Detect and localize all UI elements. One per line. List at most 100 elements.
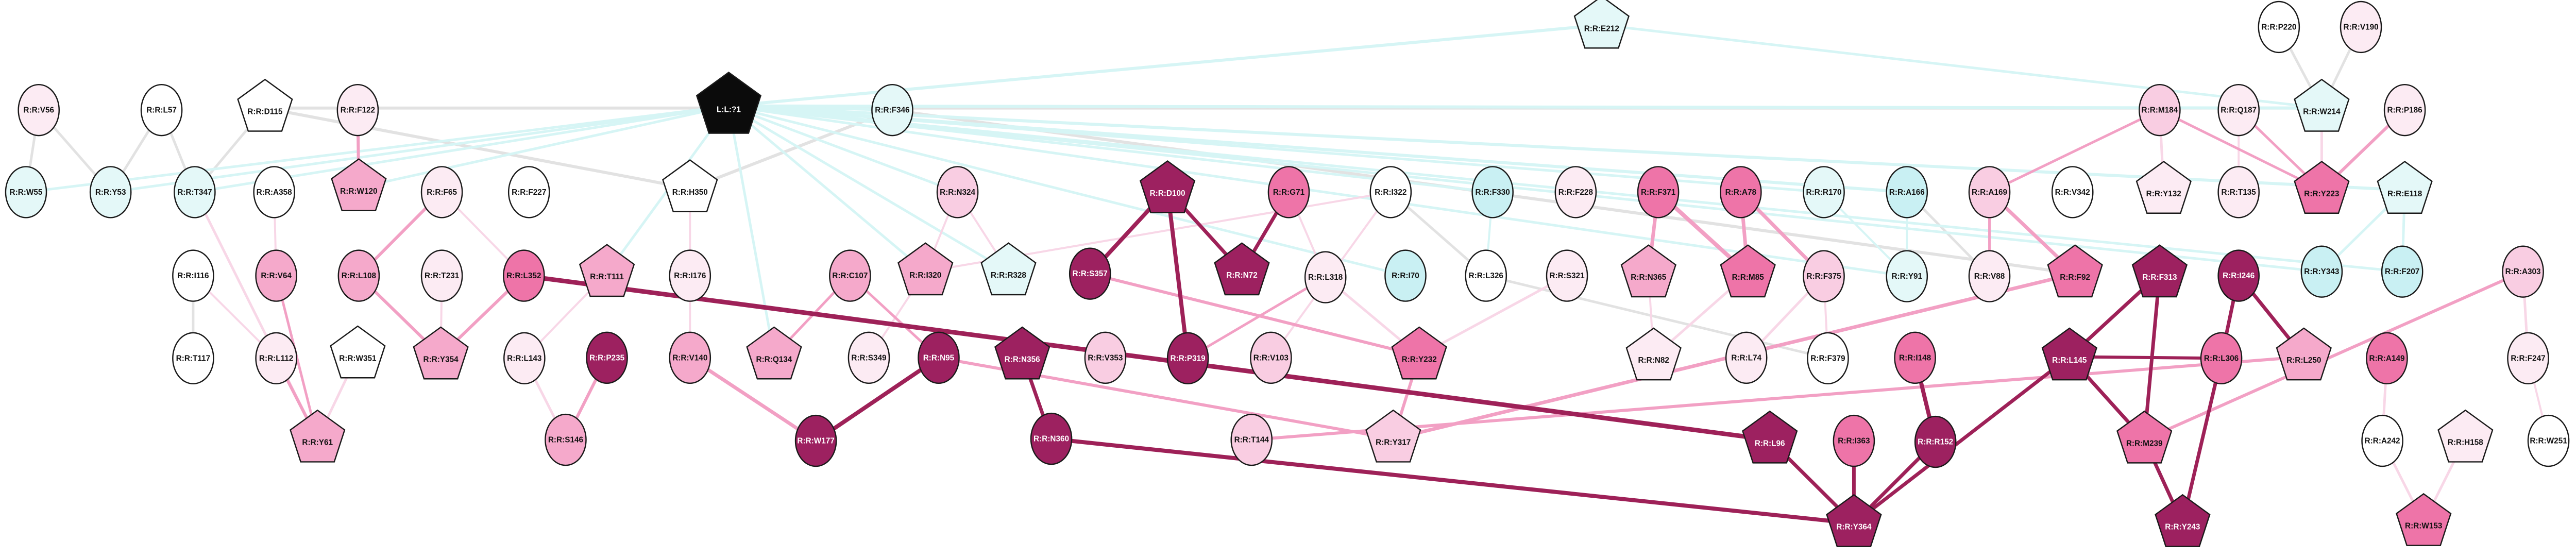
node-R:R:W153[interactable]: R:R:W153 bbox=[2396, 493, 2452, 546]
node-R:R:F313[interactable]: R:R:F313 bbox=[2131, 244, 2188, 298]
node-R:R:H350[interactable]: R:R:H350 bbox=[662, 159, 718, 213]
node-R:R:N356[interactable]: R:R:N356 bbox=[994, 326, 1050, 380]
node-R:R:I116[interactable]: R:R:I116 bbox=[172, 249, 214, 302]
node-R:R:Y91[interactable]: R:R:Y91 bbox=[1886, 250, 1928, 302]
node-R:R:I322[interactable]: R:R:I322 bbox=[1369, 166, 1412, 218]
node-R:R:N365[interactable]: R:R:N365 bbox=[1620, 244, 1676, 298]
node-R:R:V140[interactable]: R:R:V140 bbox=[669, 331, 711, 384]
node-R:R:T117[interactable]: R:R:T117 bbox=[172, 332, 214, 385]
node-R:R:W214[interactable]: R:R:W214 bbox=[2294, 78, 2350, 132]
node-R:R:N72[interactable]: R:R:N72 bbox=[1214, 242, 1270, 296]
node-R:R:W55[interactable]: R:R:W55 bbox=[5, 166, 47, 218]
node-R:R:Y243[interactable]: R:R:Y243 bbox=[2155, 494, 2211, 547]
node-R:R:F207[interactable]: R:R:F207 bbox=[2381, 245, 2424, 298]
node-R:R:Y53[interactable]: R:R:Y53 bbox=[89, 166, 132, 218]
node-R:R:I176[interactable]: R:R:I176 bbox=[669, 249, 711, 302]
node-R:R:I148[interactable]: R:R:I148 bbox=[1894, 331, 1936, 384]
node-R:R:F330[interactable]: R:R:F330 bbox=[1471, 166, 1514, 218]
node-R:R:N324[interactable]: R:R:N324 bbox=[936, 166, 979, 218]
node-R:R:N360[interactable]: R:R:N360 bbox=[1030, 412, 1073, 465]
node-R:R:T135[interactable]: R:R:T135 bbox=[2217, 166, 2260, 218]
node-L:L:?1[interactable]: L:L:?1 bbox=[696, 71, 762, 134]
node-R:R:P186[interactable]: R:R:P186 bbox=[2383, 83, 2426, 137]
node-R:R:D115[interactable]: R:R:D115 bbox=[237, 78, 293, 132]
node-R:R:M184[interactable]: R:R:M184 bbox=[2139, 83, 2181, 137]
node-R:R:L108[interactable]: R:R:L108 bbox=[337, 249, 380, 302]
node-R:R:V64[interactable]: R:R:V64 bbox=[255, 249, 297, 302]
node-R:R:I246[interactable]: R:R:I246 bbox=[2217, 249, 2260, 302]
node-R:R:N95[interactable]: R:R:N95 bbox=[918, 331, 960, 384]
node-R:R:A166[interactable]: R:R:A166 bbox=[1886, 166, 1928, 218]
node-R:R:N82[interactable]: R:R:N82 bbox=[1625, 327, 1682, 381]
node-R:R:V103[interactable]: R:R:V103 bbox=[1250, 331, 1292, 384]
node-R:R:A169[interactable]: R:R:A169 bbox=[1968, 166, 2011, 218]
node-R:R:E212[interactable]: R:R:E212 bbox=[1573, 0, 1630, 49]
node-R:R:L326[interactable]: R:R:L326 bbox=[1465, 249, 1507, 302]
node-R:R:L250[interactable]: R:R:L250 bbox=[2276, 327, 2332, 381]
node-R:R:P235[interactable]: R:R:P235 bbox=[586, 331, 628, 384]
node-R:R:V342[interactable]: R:R:V342 bbox=[2051, 166, 2094, 218]
node-R:R:V56[interactable]: R:R:V56 bbox=[18, 83, 60, 137]
node-R:R:F228[interactable]: R:R:F228 bbox=[1554, 166, 1597, 218]
node-R:R:W177[interactable]: R:R:W177 bbox=[794, 414, 837, 467]
node-R:R:F227[interactable]: R:R:F227 bbox=[507, 166, 550, 218]
node-R:R:L306[interactable]: R:R:L306 bbox=[2200, 332, 2243, 385]
node-R:R:Y343[interactable]: R:R:Y343 bbox=[2300, 245, 2343, 298]
node-R:R:W351[interactable]: R:R:W351 bbox=[330, 325, 386, 379]
node-R:R:L57[interactable]: R:R:L57 bbox=[140, 83, 183, 137]
node-R:R:A358[interactable]: R:R:A358 bbox=[253, 166, 295, 218]
node-R:R:W120[interactable]: R:R:W120 bbox=[331, 158, 387, 212]
node-R:R:L143[interactable]: R:R:L143 bbox=[503, 332, 546, 385]
node-R:R:Y132[interactable]: R:R:Y132 bbox=[2136, 161, 2192, 214]
node-R:R:Q134[interactable]: R:R:Q134 bbox=[746, 326, 802, 380]
node-R:R:D100[interactable]: R:R:D100 bbox=[1139, 160, 1196, 213]
node-R:R:A149[interactable]: R:R:A149 bbox=[2366, 332, 2408, 385]
node-R:R:T144[interactable]: R:R:T144 bbox=[1230, 413, 1273, 466]
node-R:R:L96[interactable]: R:R:L96 bbox=[1742, 410, 1798, 464]
node-R:R:P319[interactable]: R:R:P319 bbox=[1166, 332, 1209, 385]
node-R:R:T111[interactable]: R:R:T111 bbox=[579, 244, 635, 297]
node-R:R:Y317[interactable]: R:R:Y317 bbox=[1365, 409, 1421, 463]
node-R:R:Q187[interactable]: R:R:Q187 bbox=[2217, 83, 2260, 137]
node-R:R:R152[interactable]: R:R:R152 bbox=[1914, 415, 1957, 468]
node-R:R:Y223[interactable]: R:R:Y223 bbox=[2294, 161, 2350, 214]
node-R:R:F247[interactable]: R:R:F247 bbox=[2507, 332, 2549, 385]
node-R:R:S146[interactable]: R:R:S146 bbox=[545, 413, 587, 466]
node-R:R:L112[interactable]: R:R:L112 bbox=[255, 332, 297, 385]
node-R:R:L352[interactable]: R:R:L352 bbox=[503, 249, 545, 302]
node-R:R:F65[interactable]: R:R:F65 bbox=[420, 166, 463, 218]
node-R:R:P220[interactable]: R:R:P220 bbox=[2258, 1, 2300, 54]
node-R:R:V88[interactable]: R:R:V88 bbox=[1968, 250, 2011, 302]
node-R:R:F122[interactable]: R:R:F122 bbox=[336, 83, 379, 137]
node-R:R:L318[interactable]: R:R:L318 bbox=[1304, 251, 1347, 303]
node-R:R:I363[interactable]: R:R:I363 bbox=[1833, 414, 1875, 467]
node-R:R:Y364[interactable]: R:R:Y364 bbox=[1826, 494, 1882, 547]
node-R:R:C107[interactable]: R:R:C107 bbox=[829, 249, 871, 302]
node-R:R:E118[interactable]: R:R:E118 bbox=[2377, 161, 2433, 214]
node-R:R:W251[interactable]: R:R:W251 bbox=[2527, 414, 2570, 467]
node-R:R:I70[interactable]: R:R:I70 bbox=[1384, 249, 1427, 302]
node-R:R:S349[interactable]: R:R:S349 bbox=[848, 331, 890, 384]
node-R:R:G71[interactable]: R:R:G71 bbox=[1267, 166, 1310, 218]
node-R:R:I320[interactable]: R:R:I320 bbox=[897, 242, 954, 296]
node-R:R:A78[interactable]: R:R:A78 bbox=[1720, 166, 1762, 218]
node-R:R:Y354[interactable]: R:R:Y354 bbox=[413, 326, 469, 380]
node-R:R:L74[interactable]: R:R:L74 bbox=[1725, 331, 1768, 384]
node-R:R:H158[interactable]: R:R:H158 bbox=[2437, 409, 2494, 463]
node-R:R:L145[interactable]: R:R:L145 bbox=[2041, 327, 2097, 381]
node-R:R:M239[interactable]: R:R:M239 bbox=[2116, 410, 2173, 464]
node-R:R:A303[interactable]: R:R:A303 bbox=[2502, 245, 2544, 298]
node-R:R:Y61[interactable]: R:R:Y61 bbox=[290, 409, 346, 463]
node-R:R:F375[interactable]: R:R:F375 bbox=[1803, 250, 1845, 302]
node-R:R:S357[interactable]: R:R:S357 bbox=[1069, 247, 1111, 300]
node-R:R:F346[interactable]: R:R:F346 bbox=[871, 83, 913, 137]
node-R:R:M85[interactable]: R:R:M85 bbox=[1720, 244, 1776, 298]
node-R:R:Y232[interactable]: R:R:Y232 bbox=[1391, 326, 1447, 380]
node-R:R:R328[interactable]: R:R:R328 bbox=[980, 242, 1037, 296]
node-R:R:V353[interactable]: R:R:V353 bbox=[1084, 331, 1127, 384]
node-R:R:F92[interactable]: R:R:F92 bbox=[2047, 244, 2103, 298]
node-R:R:V190[interactable]: R:R:V190 bbox=[2340, 1, 2382, 54]
node-R:R:T347[interactable]: R:R:T347 bbox=[174, 166, 216, 218]
node-R:R:F379[interactable]: R:R:F379 bbox=[1807, 332, 1849, 385]
node-R:R:T231[interactable]: R:R:T231 bbox=[420, 249, 463, 302]
